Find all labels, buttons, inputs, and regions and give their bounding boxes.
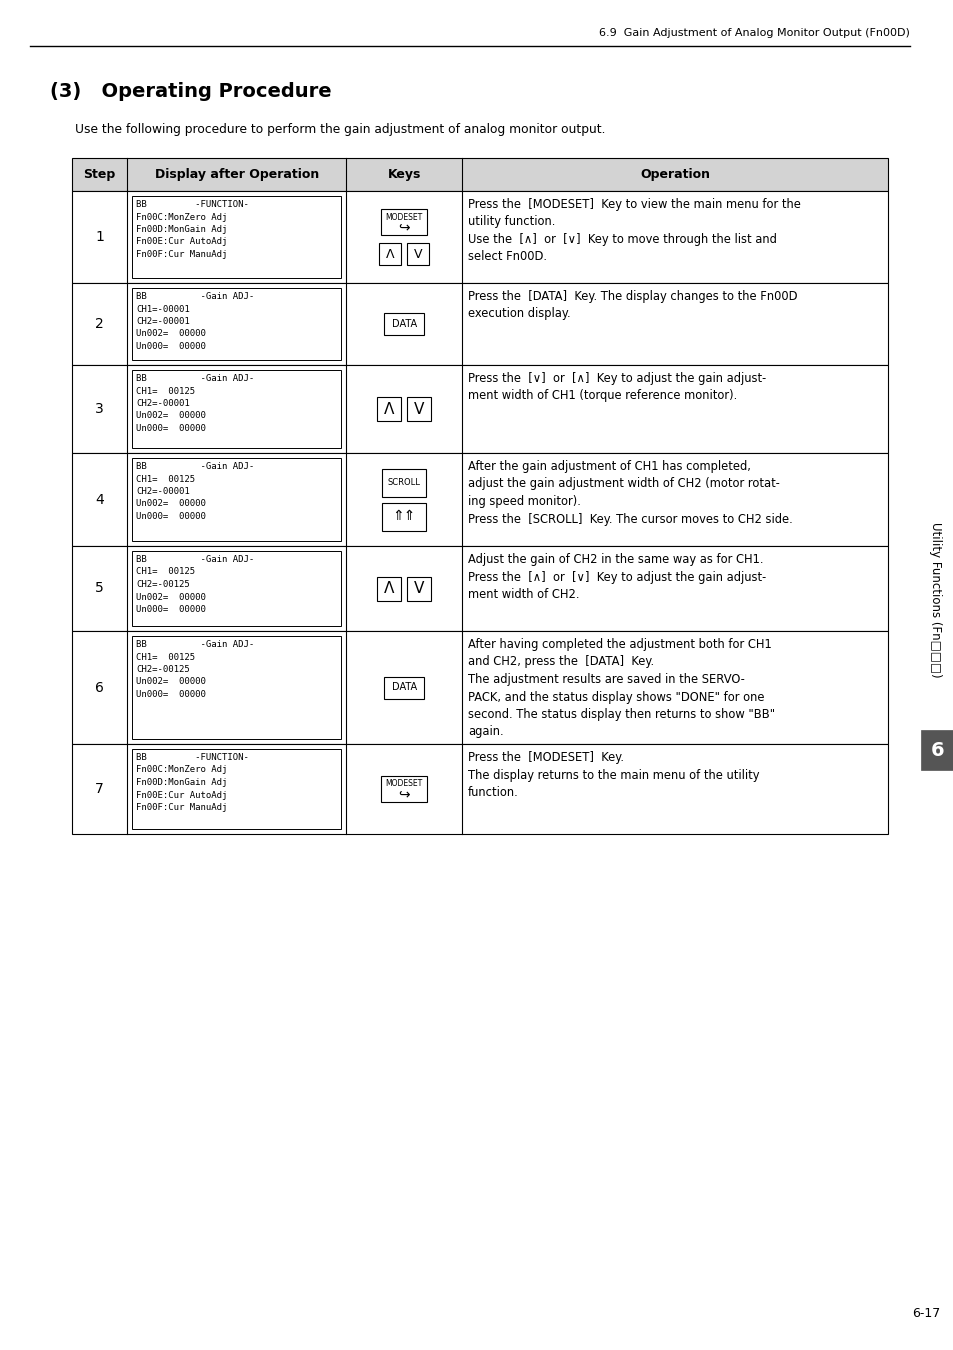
Text: ↪: ↪ bbox=[398, 220, 410, 234]
Text: BB          -Gain ADJ-
CH1=  00125
CH2=-00001
Un002=  00000
Un000=  00000: BB -Gain ADJ- CH1= 00125 CH2=-00001 Un00… bbox=[136, 374, 254, 433]
Bar bbox=[380, 776, 427, 802]
Text: Use the following procedure to perform the gain adjustment of analog monitor out: Use the following procedure to perform t… bbox=[75, 123, 605, 136]
Text: 3: 3 bbox=[95, 402, 104, 416]
Text: 6-17: 6-17 bbox=[911, 1307, 940, 1320]
Text: DATA: DATA bbox=[391, 319, 416, 329]
Bar bbox=[132, 458, 341, 541]
Text: V: V bbox=[414, 401, 424, 417]
Text: Operation: Operation bbox=[639, 167, 709, 181]
Text: V: V bbox=[414, 580, 424, 595]
Text: ↪: ↪ bbox=[398, 787, 410, 801]
Bar bbox=[380, 209, 427, 235]
Text: Utility Functions (Fn□□□): Utility Functions (Fn□□□) bbox=[928, 522, 942, 678]
Text: After having completed the adjustment both for CH1
and CH2, press the  [DATA]  K: After having completed the adjustment bo… bbox=[468, 639, 775, 738]
Bar bbox=[71, 545, 887, 630]
Text: Press the  [∨]  or  [∧]  Key to adjust the gain adjust-
ment width of CH1 (torqu: Press the [∨] or [∧] Key to adjust the g… bbox=[468, 373, 765, 402]
Bar bbox=[132, 370, 341, 448]
Text: Press the  [MODESET]  Key to view the main menu for the
utility function.
Use th: Press the [MODESET] Key to view the main… bbox=[468, 198, 801, 263]
Text: 6: 6 bbox=[95, 680, 104, 694]
Text: SCROLL: SCROLL bbox=[387, 478, 420, 487]
Bar bbox=[71, 190, 887, 284]
Bar bbox=[132, 288, 341, 360]
Bar bbox=[384, 676, 424, 698]
Bar bbox=[71, 158, 887, 190]
Text: Λ: Λ bbox=[383, 401, 394, 417]
Bar bbox=[132, 196, 341, 278]
Bar bbox=[71, 364, 887, 454]
Bar bbox=[920, 730, 953, 769]
Bar bbox=[376, 397, 400, 421]
Text: BB          -Gain ADJ-
CH1=  00125
CH2=-00125
Un002=  00000
Un000=  00000: BB -Gain ADJ- CH1= 00125 CH2=-00125 Un00… bbox=[136, 640, 254, 699]
Bar bbox=[132, 749, 341, 829]
Bar bbox=[71, 284, 887, 364]
Text: V: V bbox=[414, 247, 422, 261]
Bar bbox=[376, 576, 400, 601]
Text: Press the  [DATA]  Key. The display changes to the Fn00D
execution display.: Press the [DATA] Key. The display change… bbox=[468, 290, 797, 320]
Text: BB          -Gain ADJ-
CH1=  00125
CH2=-00001
Un002=  00000
Un000=  00000: BB -Gain ADJ- CH1= 00125 CH2=-00001 Un00… bbox=[136, 462, 254, 521]
Text: Press the  [MODESET]  Key.
The display returns to the main menu of the utility
f: Press the [MODESET] Key. The display ret… bbox=[468, 751, 759, 799]
Text: 6.9  Gain Adjustment of Analog Monitor Output (Fn00D): 6.9 Gain Adjustment of Analog Monitor Ou… bbox=[598, 28, 909, 38]
Text: After the gain adjustment of CH1 has completed,
adjust the gain adjustment width: After the gain adjustment of CH1 has com… bbox=[468, 460, 792, 525]
Bar bbox=[382, 468, 426, 497]
Text: MODESET: MODESET bbox=[385, 779, 422, 788]
Text: Λ: Λ bbox=[383, 580, 394, 595]
Bar bbox=[71, 744, 887, 834]
Bar bbox=[407, 397, 431, 421]
Text: 4: 4 bbox=[95, 493, 104, 506]
Text: DATA: DATA bbox=[391, 683, 416, 693]
Bar bbox=[378, 243, 400, 265]
Text: BB         -FUNCTION-
Fn00C:MonZero Adj
Fn00D:MonGain Adj
Fn00E:Cur AutoAdj
Fn00: BB -FUNCTION- Fn00C:MonZero Adj Fn00D:Mo… bbox=[136, 753, 249, 811]
Text: Step: Step bbox=[84, 167, 115, 181]
Text: Display after Operation: Display after Operation bbox=[154, 167, 318, 181]
Text: MODESET: MODESET bbox=[385, 212, 422, 221]
Bar bbox=[382, 502, 426, 531]
Text: 7: 7 bbox=[95, 782, 104, 796]
Bar bbox=[132, 551, 341, 626]
Bar bbox=[132, 636, 341, 738]
Text: Λ: Λ bbox=[385, 247, 394, 261]
Bar bbox=[71, 630, 887, 744]
Text: (3)   Operating Procedure: (3) Operating Procedure bbox=[50, 82, 332, 101]
Bar bbox=[71, 454, 887, 545]
Bar bbox=[407, 576, 431, 601]
Text: ⇑⇑: ⇑⇑ bbox=[392, 509, 416, 524]
Text: 2: 2 bbox=[95, 317, 104, 331]
Text: Adjust the gain of CH2 in the same way as for CH1.
Press the  [∧]  or  [∨]  Key : Adjust the gain of CH2 in the same way a… bbox=[468, 554, 765, 601]
Text: 5: 5 bbox=[95, 582, 104, 595]
Text: Keys: Keys bbox=[387, 167, 420, 181]
Text: BB          -Gain ADJ-
CH1=  00125
CH2=-00125
Un002=  00000
Un000=  00000: BB -Gain ADJ- CH1= 00125 CH2=-00125 Un00… bbox=[136, 555, 254, 614]
Text: 6: 6 bbox=[930, 741, 943, 760]
Text: BB          -Gain ADJ-
CH1=-00001
CH2=-00001
Un002=  00000
Un000=  00000: BB -Gain ADJ- CH1=-00001 CH2=-00001 Un00… bbox=[136, 292, 254, 351]
Text: 1: 1 bbox=[95, 230, 104, 244]
Bar bbox=[407, 243, 429, 265]
Bar bbox=[384, 313, 424, 335]
Text: BB         -FUNCTION-
Fn00C:MonZero Adj
Fn00D:MonGain Adj
Fn00E:Cur AutoAdj
Fn00: BB -FUNCTION- Fn00C:MonZero Adj Fn00D:Mo… bbox=[136, 200, 249, 259]
